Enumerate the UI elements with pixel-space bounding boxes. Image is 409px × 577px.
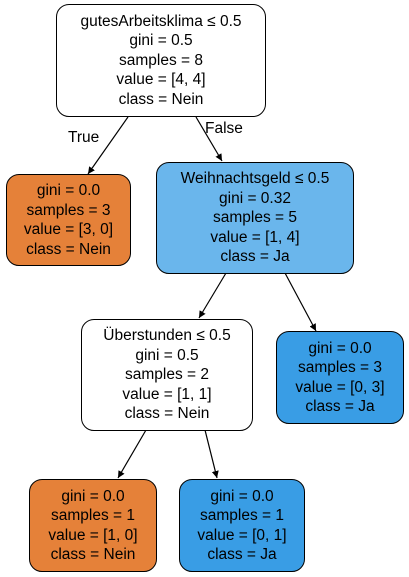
ueberstunden-gini: gini = 0.5 (135, 346, 199, 364)
leaf-ja-3-samples: samples = 3 (297, 359, 382, 376)
edge-ueberstunden-to-leaf-nein-1 (117, 429, 147, 479)
edge-weihnachtsgeld-to-ueberstunden (198, 272, 227, 319)
leaf-left-class: class = Nein (26, 240, 111, 258)
leaf-nein-1-node: gini = 0.0 samples = 1 value = [1, 0] cl… (29, 479, 157, 572)
root-value: value = [4, 4] (116, 71, 206, 89)
leaf-ja-1-gini: gini = 0.0 (210, 487, 274, 505)
root-condition: gutesArbeitsklima ≤ 0.5 (80, 12, 242, 30)
leaf-ja-1-value: value = [0, 1] (197, 526, 287, 544)
leaf-left-gini: gini = 0.0 (36, 182, 101, 199)
leaf-ja-1-node: gini = 0.0 samples = 1 value = [0, 1] cl… (179, 479, 305, 572)
weihnachtsgeld-node: Weihnachtsgeld ≤ 0.5 gini = 0.32 samples… (156, 162, 354, 274)
ueberstunden-samples: samples = 2 (124, 366, 209, 384)
ueberstunden-class: class = Nein (124, 405, 210, 423)
edge-root-to-weihnachtsgeld (195, 116, 223, 162)
leaf-ja-3-gini: gini = 0.0 (308, 339, 372, 357)
weihnachtsgeld-value: value = [1, 4] (210, 228, 300, 246)
edge-weihnachtsgeld-to-leaf-ja-3 (284, 272, 317, 332)
root-class: class = Nein (118, 90, 204, 108)
weihnachtsgeld-gini: gini = 0.32 (219, 189, 291, 207)
leaf-ja-1-class: class = Ja (207, 546, 277, 563)
root-gini: gini = 0.5 (129, 32, 193, 50)
leaf-nein-1-samples: samples = 1 (50, 507, 135, 524)
edge-ueberstunden-to-leaf-ja-1 (204, 429, 219, 479)
leaf-ja-3-node: gini = 0.0 samples = 3 value = [0, 3] cl… (276, 331, 404, 424)
root-node: gutesArbeitsklima ≤ 0.5 gini = 0.5 sampl… (56, 4, 266, 117)
ueberstunden-condition: Überstunden ≤ 0.5 (103, 327, 231, 345)
true-edge-label: True (68, 129, 100, 146)
weihnachtsgeld-samples: samples = 5 (212, 209, 297, 227)
leaf-nein-1-class: class = Nein (50, 546, 136, 563)
false-edge-label: False (205, 120, 243, 137)
root-samples: samples = 8 (118, 51, 203, 69)
leaf-left-node: gini = 0.0 samples = 3 value = [3, 0] cl… (6, 174, 131, 266)
leaf-left-samples: samples = 3 (26, 201, 111, 219)
leaf-left-value: value = [3, 0] (23, 221, 114, 238)
ueberstunden-value: value = [1, 1] (122, 385, 212, 403)
leaf-nein-1-gini: gini = 0.0 (61, 487, 125, 505)
leaf-ja-3-class: class = Ja (305, 398, 375, 415)
edge-root-to-leaf-left (87, 116, 129, 175)
weihnachtsgeld-condition: Weihnachtsgeld ≤ 0.5 (180, 170, 330, 188)
leaf-ja-1-samples: samples = 1 (199, 507, 284, 524)
weihnachtsgeld-class: class = Ja (220, 248, 290, 266)
leaf-nein-1-value: value = [1, 0] (48, 526, 138, 544)
ueberstunden-node: Überstunden ≤ 0.5 gini = 0.5 samples = 2… (81, 319, 253, 431)
leaf-ja-3-value: value = [0, 3] (295, 378, 385, 396)
